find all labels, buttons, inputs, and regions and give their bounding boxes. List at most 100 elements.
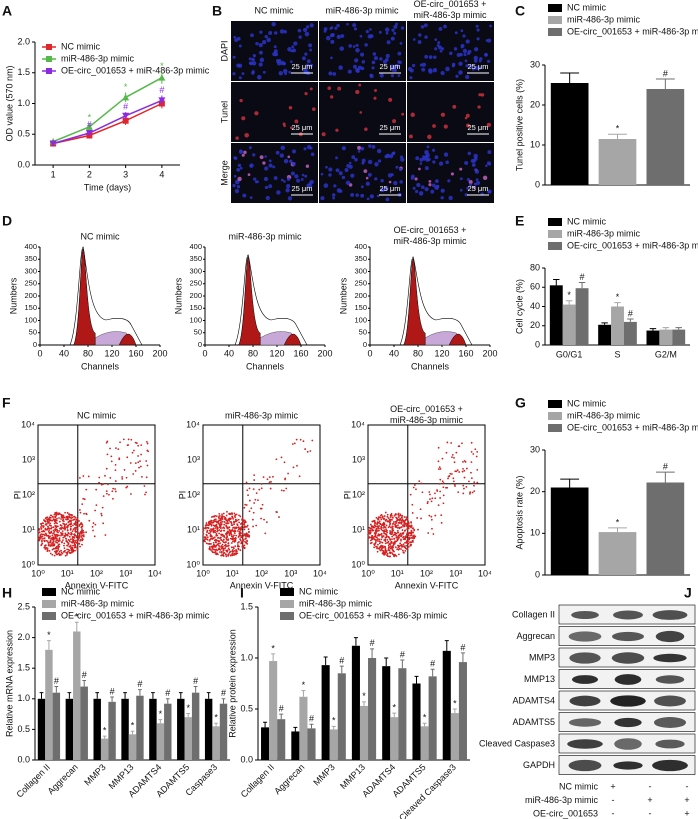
cell-event: [406, 532, 409, 534]
blot-band: [568, 718, 602, 727]
legend-label: miR-486-3p mimic: [567, 410, 641, 420]
cell-event: [445, 451, 448, 454]
cell-event: [63, 544, 65, 547]
bar: [458, 662, 467, 760]
cell-event: [79, 545, 81, 548]
cell-event: [374, 522, 377, 524]
cell-event: [230, 524, 233, 526]
cell-dot: [434, 47, 438, 51]
cell-event: [392, 529, 395, 532]
cell-event: [245, 537, 247, 540]
scale-label: 25 μm: [468, 62, 489, 71]
cell-event: [466, 467, 468, 470]
legend-swatch: [548, 16, 562, 24]
cell-dot: [385, 153, 391, 159]
cell-event: [225, 524, 228, 527]
significance-mark: #: [123, 101, 128, 111]
cell-dot: [395, 22, 399, 26]
cell-event: [69, 545, 72, 548]
cell-dot: [287, 155, 291, 159]
cell-event: [48, 524, 51, 527]
cell-event: [56, 517, 58, 520]
cell-dot: [468, 179, 473, 185]
cell-event: [234, 545, 237, 548]
cell-event: [79, 531, 82, 534]
bar: [121, 698, 129, 760]
cell-dot: [489, 24, 492, 28]
x-tick-label: 10¹: [61, 568, 74, 578]
x-tick-label: 10²: [90, 568, 103, 578]
cell-event: [95, 488, 98, 491]
cell-event: [280, 456, 283, 459]
cell-event: [212, 551, 215, 554]
cell-dot: [419, 162, 423, 165]
blot-band: [569, 695, 601, 707]
cell-event: [369, 539, 372, 542]
micrograph: [319, 21, 406, 81]
cell-dot: [369, 28, 372, 31]
cell-event: [386, 552, 389, 555]
cell-event: [400, 548, 402, 550]
cell-event: [67, 543, 70, 546]
cell-event: [40, 526, 42, 528]
cell-event: [205, 522, 208, 524]
cell-event: [391, 547, 394, 549]
cell-event: [242, 519, 245, 522]
cell-event: [48, 519, 51, 522]
cell-dot: [364, 127, 368, 131]
cell-dot: [458, 70, 463, 75]
y-tick-label: 0: [535, 179, 540, 189]
cell-dot: [394, 68, 398, 72]
y-axis-label: Apoptosis rate (%): [514, 475, 524, 549]
cell-dot: [385, 53, 390, 58]
cell-dot: [424, 54, 429, 59]
cell-event: [384, 530, 387, 533]
cell-event: [102, 483, 105, 486]
cell-dot: [247, 173, 251, 177]
y-tick-label: 0: [535, 569, 540, 579]
condition-sign: -: [649, 808, 652, 818]
y-tick-label: 2.5: [17, 601, 30, 611]
cell-event: [415, 488, 417, 491]
cell-event: [222, 512, 225, 515]
cell-event: [239, 549, 242, 552]
cell-dot: [462, 34, 466, 38]
cell-event: [391, 538, 393, 541]
x-tick-label: 160: [458, 348, 473, 358]
cell-dot: [397, 74, 401, 77]
cell-event: [224, 553, 227, 556]
y-tick-label: 1.0: [240, 652, 253, 662]
cell-event: [75, 536, 78, 539]
cell-event: [204, 526, 207, 529]
cell-event: [451, 473, 453, 475]
cell-event: [400, 519, 403, 522]
cell-dot: [309, 48, 313, 52]
cell-event: [394, 513, 397, 516]
cell-dot: [440, 196, 444, 200]
cell-event: [240, 536, 243, 539]
blot-band: [571, 675, 599, 684]
cell-event: [391, 525, 394, 528]
cell-event: [206, 529, 209, 532]
cell-event: [268, 476, 271, 479]
cell-event: [375, 529, 378, 532]
y-tick-label: 0.5: [17, 724, 30, 734]
y-tick-label: 10³: [22, 454, 35, 464]
panel-letter: J: [684, 585, 692, 601]
cell-event: [262, 476, 265, 479]
cell-event: [204, 524, 207, 527]
cell-event: [64, 511, 66, 514]
legend-swatch: [548, 218, 562, 226]
cell-event: [241, 532, 244, 535]
cell-dot: [280, 60, 285, 66]
cell-event: [210, 524, 213, 527]
cell-event: [220, 521, 222, 524]
cell-event: [58, 517, 60, 519]
x-axis-label: Channels: [411, 361, 450, 371]
cell-event: [61, 519, 64, 522]
cell-dot: [291, 161, 296, 166]
cell-event: [413, 534, 415, 537]
cell-event: [215, 544, 218, 547]
g2-peak: [448, 333, 467, 346]
cell-event: [465, 486, 468, 488]
